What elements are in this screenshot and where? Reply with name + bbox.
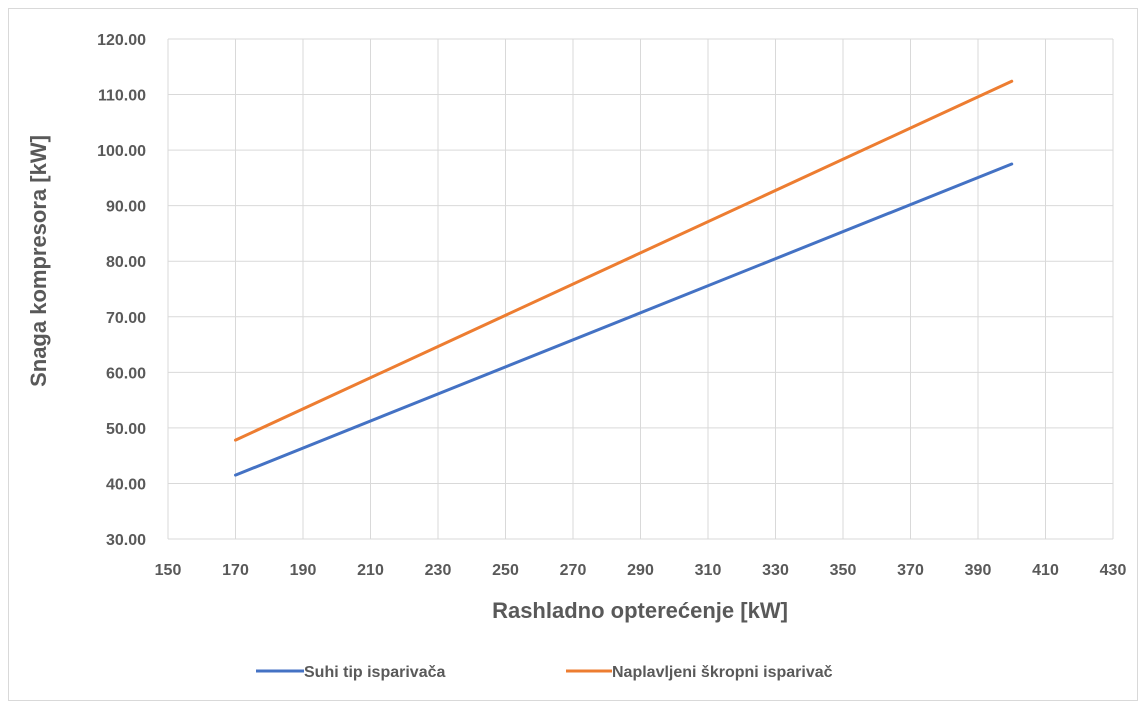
x-tick-label: 230 xyxy=(425,562,452,579)
x-tick-label: 370 xyxy=(897,562,924,579)
y-tick-label: 40.00 xyxy=(106,476,146,493)
x-tick-label: 310 xyxy=(695,562,722,579)
y-tick-label: 110.00 xyxy=(98,88,146,105)
y-tick-label: 70.00 xyxy=(106,310,146,327)
series-lines xyxy=(234,79,1014,477)
y-tick-label: 120.00 xyxy=(97,32,146,49)
legend-label-suhi-tip: Suhi tip isparivača xyxy=(304,664,445,681)
x-tick-label: 190 xyxy=(290,562,317,579)
x-tick-label: 250 xyxy=(492,562,519,579)
x-axis-title: Rashladno opterećenje [kW] xyxy=(492,598,788,623)
series-line-suhi-tip xyxy=(234,162,1014,477)
series-line-naplavljeni xyxy=(234,79,1014,442)
y-tick-label: 100.00 xyxy=(97,143,146,160)
y-axis-title: Snaga kompresora [kW] xyxy=(26,135,51,387)
y-tick-label: 90.00 xyxy=(106,199,146,216)
legend-label-naplavljeni: Naplavljeni škropni isparivač xyxy=(612,664,833,681)
x-tick-label: 390 xyxy=(965,562,992,579)
y-tick-label: 80.00 xyxy=(106,254,146,271)
x-tick-label: 350 xyxy=(830,562,857,579)
x-tick-label: 270 xyxy=(560,562,587,579)
x-tick-label: 150 xyxy=(155,562,182,579)
x-tick-label: 290 xyxy=(627,562,654,579)
x-tick-label: 430 xyxy=(1100,562,1127,579)
legend: Suhi tip isparivača Naplavljeni škropni … xyxy=(256,664,833,681)
gridlines xyxy=(167,38,1114,540)
x-tick-label: 410 xyxy=(1032,562,1059,579)
x-tick-label: 170 xyxy=(222,562,249,579)
y-tick-labels: 30.00 40.00 50.00 60.00 70.00 80.00 90.00 100.0… xyxy=(97,32,146,549)
y-tick-label: 60.00 xyxy=(106,365,146,382)
x-tick-labels: 150 170 190 210 230 250 270 290 310 330 350 370 390 4… xyxy=(155,562,1127,579)
x-tick-label: 330 xyxy=(762,562,789,579)
y-tick-label: 30.00 xyxy=(106,532,146,549)
y-tick-label: 50.00 xyxy=(106,421,146,438)
x-tick-label: 210 xyxy=(357,562,384,579)
